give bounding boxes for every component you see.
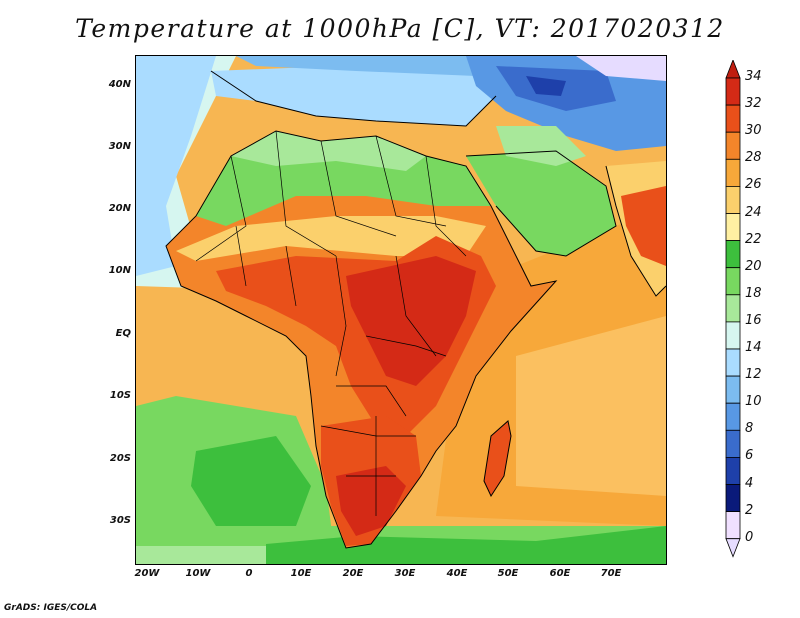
colorbar-level-label: 2 <box>745 502 754 518</box>
lon-label-60e: 60E <box>549 568 571 579</box>
colorbar-swatch <box>725 131 741 160</box>
lon-label-20w: 20W <box>134 568 160 579</box>
colorbar-swatch <box>725 267 741 296</box>
colorbar-swatch <box>725 321 741 350</box>
colorbar-level-label: 28 <box>745 150 762 166</box>
colorbar-swatch <box>725 484 741 513</box>
colorbar-level-label: 16 <box>745 312 762 328</box>
lon-label-50e: 50E <box>497 568 519 579</box>
colorbar-level-label: 34 <box>745 69 762 84</box>
africa-coastline <box>165 130 558 549</box>
arabian-peninsula <box>466 151 616 256</box>
lat-label-10s: 10S <box>109 390 131 401</box>
colorbar-swatch <box>725 213 741 242</box>
lat-label-30n: 30N <box>108 141 131 152</box>
lat-label-40n: 40N <box>108 79 131 90</box>
colorbar-swatch <box>725 429 741 458</box>
madagascar-coastline <box>483 420 512 498</box>
lon-label-30e: 30E <box>394 568 416 579</box>
colorbar-swatch <box>725 186 741 214</box>
temperature-map <box>135 55 667 565</box>
india-coastline <box>605 165 666 297</box>
colorbar-level-label: 0 <box>745 529 754 545</box>
colorbar-swatch <box>725 511 741 540</box>
south-africa-hottest <box>336 466 406 536</box>
colorbar-level-label: 10 <box>745 394 762 410</box>
country-borders <box>195 130 467 516</box>
colorbar-level-label: 14 <box>745 340 762 355</box>
indian-ocean-light <box>516 316 666 496</box>
lat-label-20n: 20N <box>108 203 131 214</box>
colorbar-level-label: 32 <box>745 96 762 112</box>
colorbar-swatch <box>725 104 741 133</box>
india-hot <box>621 186 666 266</box>
colorbar-over-triangle <box>725 60 741 79</box>
colorbar-swatch <box>725 348 741 377</box>
grads-credit: GrADS: IGES/COLA <box>4 603 98 613</box>
lat-label-10n: 10N <box>108 265 131 276</box>
colorbar-level-label: 26 <box>745 177 762 193</box>
lon-label-10w: 10W <box>185 568 211 579</box>
lat-label-20s: 20S <box>109 453 131 464</box>
lon-label-0: 0 <box>245 568 253 579</box>
lon-label-10e: 10E <box>290 568 312 579</box>
lon-label-70e: 70E <box>600 568 622 579</box>
central-asia-under <box>576 56 666 81</box>
colorbar-swatch <box>725 158 741 187</box>
colorbar-swatch <box>725 402 741 431</box>
colorbar-level-label: 18 <box>745 285 762 301</box>
lat-label-eq: EQ <box>115 328 131 339</box>
southern-ocean-green <box>266 526 666 564</box>
colorbar-level-label: 24 <box>745 204 762 220</box>
mediterranean <box>211 61 496 126</box>
east-africa-hottest <box>346 256 476 386</box>
colorbar-under-triangle <box>725 538 741 558</box>
colorbar <box>725 60 741 558</box>
colorbar-level-label: 6 <box>745 448 754 464</box>
colorbar-level-label: 30 <box>745 123 762 139</box>
map-title: Temperature at 1000hPa [C], VT: 20170203… <box>75 14 725 43</box>
lon-label-20e: 20E <box>342 568 364 579</box>
south-atlantic-deep-green <box>191 436 311 526</box>
colorbar-swatch <box>725 77 741 106</box>
lat-label-30s: 30S <box>109 515 131 526</box>
med-coastline <box>210 70 497 127</box>
colorbar-level-label: 12 <box>745 367 762 383</box>
arabia-coastline <box>465 150 617 257</box>
lon-label-40e: 40E <box>446 568 468 579</box>
sahara-central <box>176 216 486 261</box>
north-atlantic-colder <box>136 56 216 276</box>
iran-coldest <box>526 76 566 96</box>
colorbar-swatch <box>725 294 741 323</box>
colorbar-swatch <box>725 456 741 485</box>
map-canvas <box>136 56 666 564</box>
colorbar-swatch <box>725 375 741 404</box>
colorbar-level-label: 20 <box>745 258 762 274</box>
colorbar-swatch <box>725 240 741 269</box>
colorbar-level-label: 22 <box>745 231 762 247</box>
colorbar-level-label: 4 <box>745 475 754 491</box>
colorbar-level-label: 8 <box>745 421 754 437</box>
